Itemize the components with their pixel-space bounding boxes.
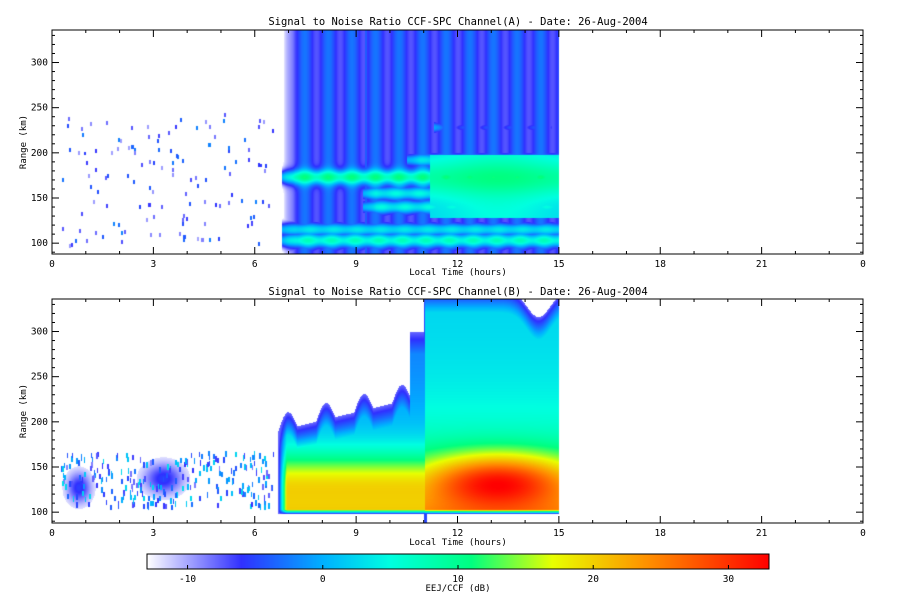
x-tick-label: 0 — [860, 528, 866, 539]
panel-a-xlabel: Local Time (hours) — [409, 268, 507, 278]
x-tick-label: 0 — [49, 259, 55, 270]
panel-b-heatmap — [52, 299, 863, 523]
heatmap-image — [52, 30, 863, 254]
x-tick-label: 15 — [553, 259, 564, 270]
x-tick-label: 0 — [860, 259, 866, 270]
colorbar-tick-label: 10 — [452, 574, 464, 585]
colorbar-tick-label: 20 — [587, 574, 599, 585]
colorbar: -10 0 10 20 30 EEJ/CCF (dB) — [146, 553, 770, 594]
panel-b: Signal to Noise Ratio CCF-SPC Channel(B)… — [19, 286, 866, 548]
y-tick-label: 250 — [31, 103, 48, 114]
x-tick-label: 15 — [553, 528, 564, 539]
x-tick-label: 18 — [655, 528, 667, 539]
x-tick-label: 0 — [49, 528, 55, 539]
colorbar-ticks: -10 0 10 20 30 — [179, 565, 734, 585]
y-tick-label: 150 — [31, 193, 48, 204]
panel-a-ylabel: Range (km) — [19, 115, 29, 169]
x-tick-label: 3 — [151, 528, 157, 539]
y-tick-label: 200 — [31, 148, 48, 159]
y-tick-label: 100 — [31, 507, 48, 518]
colorbar-tick-label: -10 — [179, 574, 196, 585]
colorbar-tick-label: 0 — [320, 574, 326, 585]
colorbar-label: EEJ/CCF (dB) — [425, 584, 490, 594]
panel-b-ylabel: Range (km) — [19, 384, 29, 438]
x-tick-label: 6 — [252, 259, 258, 270]
x-tick-label: 12 — [452, 528, 463, 539]
x-tick-label: 18 — [655, 259, 667, 270]
heatmap-image — [52, 299, 863, 523]
y-tick-label: 300 — [31, 58, 48, 69]
panel-a-title: Signal to Noise Ratio CCF-SPC Channel(A)… — [268, 16, 647, 28]
colorbar-tick-label: 30 — [723, 574, 735, 585]
panel-b-title: Signal to Noise Ratio CCF-SPC Channel(B)… — [268, 286, 647, 298]
panel-a: Signal to Noise Ratio CCF-SPC Channel(A)… — [19, 16, 866, 278]
y-tick-label: 150 — [31, 462, 48, 473]
y-tick-label: 300 — [31, 327, 48, 338]
y-tick-label: 200 — [31, 417, 48, 428]
panel-a-heatmap — [52, 30, 863, 254]
y-tick-label: 100 — [31, 238, 48, 249]
x-tick-label: 9 — [353, 259, 359, 270]
x-tick-label: 3 — [151, 259, 157, 270]
y-tick-label: 250 — [31, 372, 48, 383]
panel-b-xlabel: Local Time (hours) — [409, 538, 507, 548]
x-tick-label: 9 — [353, 528, 359, 539]
x-tick-label: 21 — [756, 528, 768, 539]
x-tick-label: 12 — [452, 259, 463, 270]
x-tick-label: 6 — [252, 528, 258, 539]
x-tick-label: 21 — [756, 259, 768, 270]
